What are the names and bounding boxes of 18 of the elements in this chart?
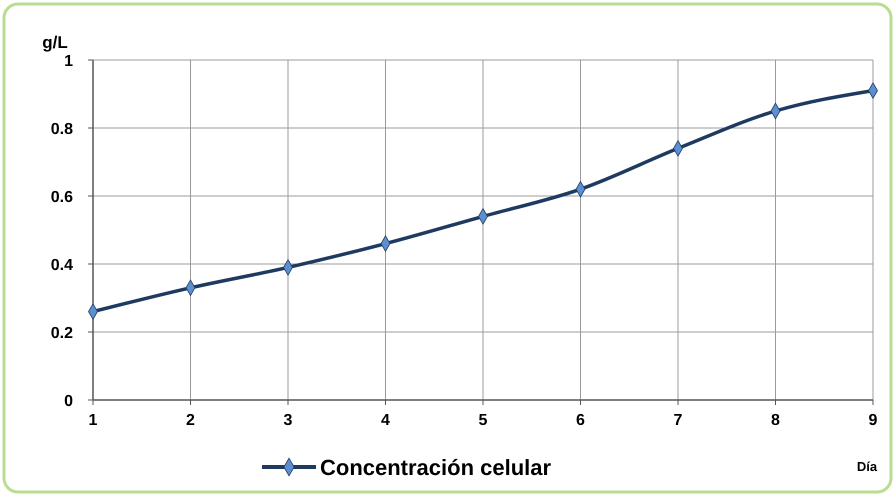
y-tick-label: 0.8	[50, 121, 74, 138]
y-tick-label: 0.4	[50, 257, 74, 274]
x-tick-label: 5	[478, 412, 488, 429]
x-tick-label: 2	[186, 412, 196, 429]
x-tick-label: 6	[576, 412, 586, 429]
x-tick-label: 7	[674, 412, 683, 429]
x-tick-label: 3	[284, 412, 293, 429]
x-tick-label: 9	[868, 412, 878, 429]
x-tick-label: 4	[381, 412, 390, 429]
legend-label: Concentración celular	[320, 455, 552, 480]
y-tick-label: 0	[64, 393, 74, 410]
y-tick-label: 1	[64, 53, 74, 70]
x-tick-label: 1	[88, 412, 98, 429]
y-tick-label: 0.6	[50, 189, 74, 206]
x-tick-label: 8	[771, 412, 780, 429]
x-axis-title: Día	[856, 459, 878, 474]
y-tick-label: 0.2	[50, 325, 74, 342]
y-axis-title: g/L	[42, 33, 68, 52]
